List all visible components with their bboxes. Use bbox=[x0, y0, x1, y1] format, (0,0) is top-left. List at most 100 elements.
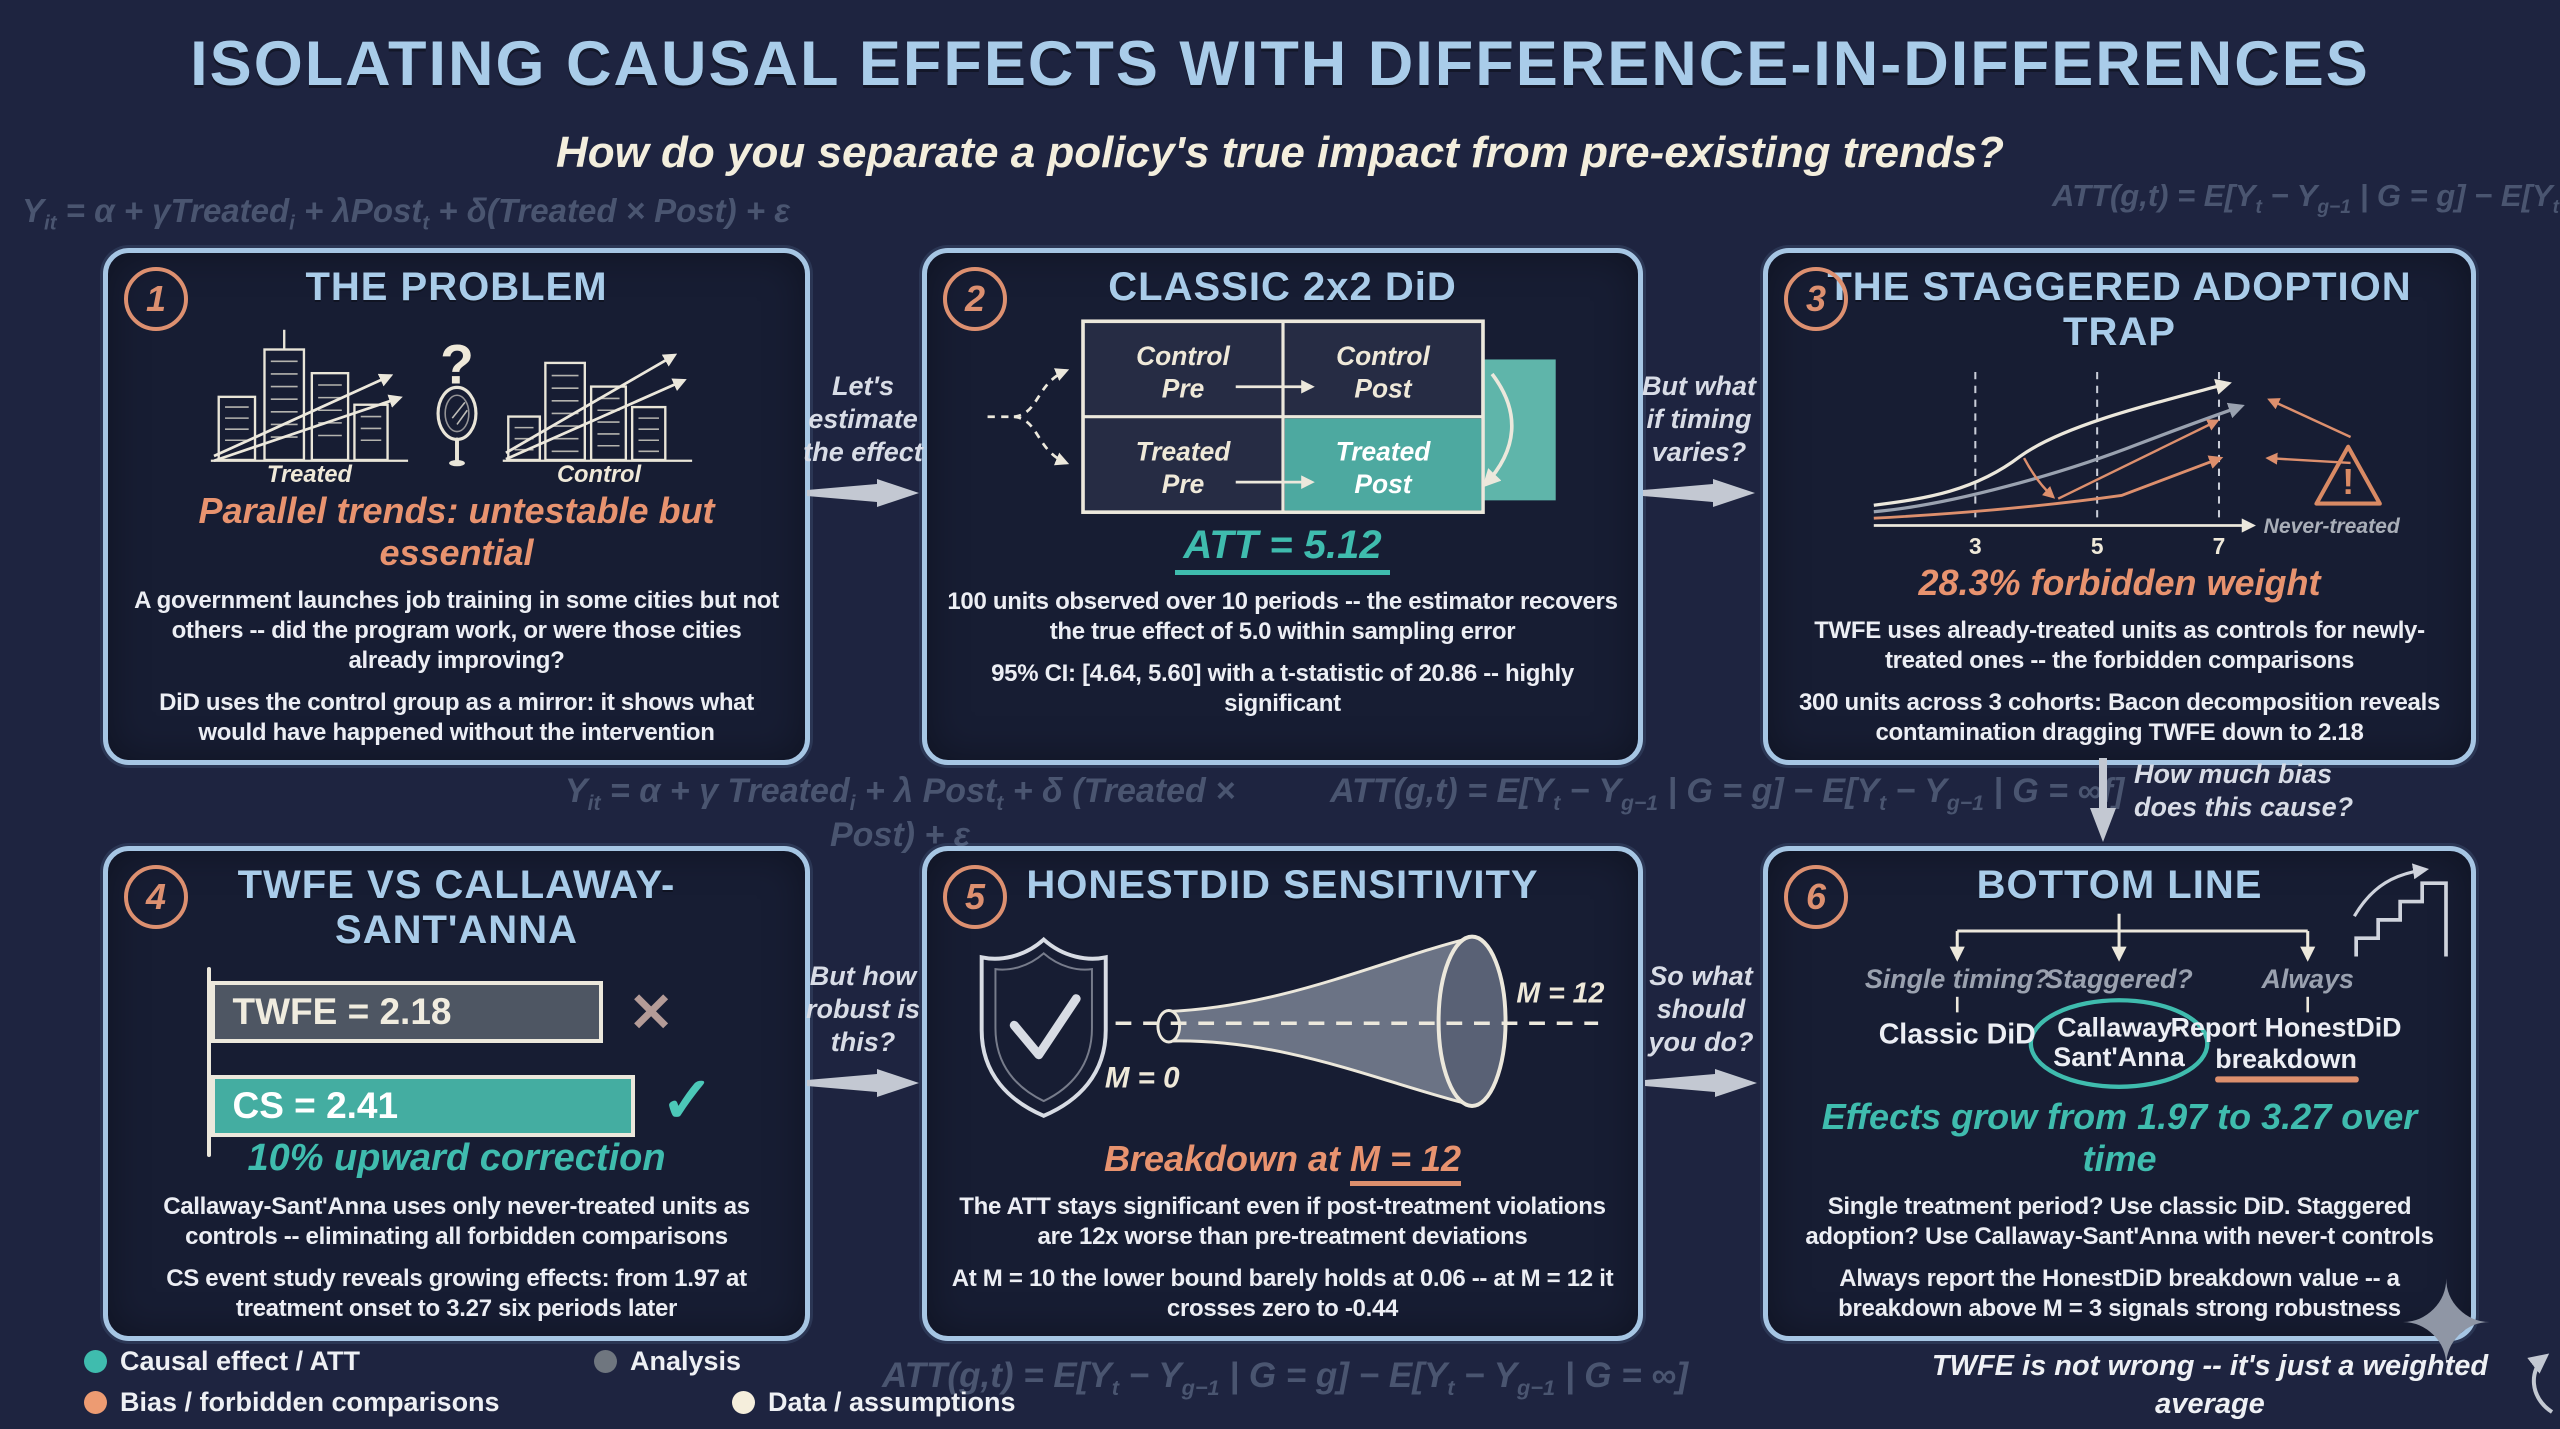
cs-bar: CS = 2.41 bbox=[210, 1075, 635, 1137]
x-mark-icon: ✕ bbox=[628, 983, 674, 1043]
connector-label: Let's estimate the effect bbox=[803, 371, 923, 467]
city-skyline-treated-icon bbox=[210, 329, 408, 462]
cs-ellipse-highlight bbox=[2028, 998, 2210, 1089]
legend-label: Analysis bbox=[630, 1346, 742, 1376]
body-text: The ATT stays significant even if post-t… bbox=[959, 1192, 1606, 1250]
legend-row: Causal effect / ATT Analysis bbox=[84, 1346, 741, 1377]
panel-staggered-adoption-trap: 3 THE STAGGERED ADOPTION TRAP 3 5 7 Neve… bbox=[1763, 248, 2476, 765]
panel-twfe-vs-cs: 4 TWFE VS CALLAWAY-SANT'ANNA TWFE = 2.18… bbox=[103, 846, 810, 1341]
cohort-timing-gridlines bbox=[1974, 371, 2221, 519]
panel-number-badge: 2 bbox=[943, 267, 1007, 331]
causal-effect-dot-icon bbox=[84, 1350, 107, 1373]
footnote-line: TWFE is not wrong -- it's just a weighte… bbox=[1931, 1350, 2489, 1420]
cs-bar-label: CS = 2.41 bbox=[232, 1085, 399, 1126]
body-text: Callaway-Sant'Anna uses only never-treat… bbox=[163, 1193, 750, 1250]
cities-comparison-illustration: ? Treated bbox=[210, 329, 692, 486]
panel-highlight: Breakdown at M = 12 bbox=[1104, 1137, 1462, 1186]
legend-item: Bias / forbidden comparisons bbox=[84, 1387, 732, 1418]
legend-row: Bias / forbidden comparisons Data / assu… bbox=[84, 1387, 1016, 1418]
tree-question: Always bbox=[2261, 964, 2354, 994]
mirror-icon bbox=[435, 385, 478, 467]
tree-question: Staggered? bbox=[2045, 964, 2193, 994]
twfe-bar-label: TWFE = 2.18 bbox=[232, 991, 452, 1032]
panel-highlight: Effects grow from 1.97 to 3.27 over time bbox=[1821, 1096, 2418, 1179]
page-title: ISOLATING CAUSAL EFFECTS WITH DIFFERENCE… bbox=[190, 29, 2370, 99]
connector-label: So what should you do? bbox=[1648, 961, 1754, 1057]
shield-check-icon bbox=[979, 936, 1108, 1118]
panel-heading: BOTTOM LINE bbox=[1976, 863, 2263, 907]
formula-twfe-top: Yit = α + γTreatedi + λPostt + δ(Treated… bbox=[22, 192, 790, 235]
panel-number-badge: 5 bbox=[943, 865, 1007, 929]
body-text: 100 units observed over 10 periods -- th… bbox=[947, 587, 1618, 645]
table-cell-label: Control Post bbox=[1336, 341, 1430, 404]
axis-tick: 5 bbox=[2091, 533, 2104, 558]
panel-number-badge: 1 bbox=[124, 267, 188, 331]
forbidden-comparison-arrows bbox=[2022, 398, 2352, 500]
estimator-bar-chart: TWFE = 2.18 ✕ CS = 2.41 ✓ bbox=[147, 963, 767, 1157]
table-cell-label: Treated Pre bbox=[1135, 436, 1231, 499]
panel-heading: CLASSIC 2x2 DiD bbox=[1108, 265, 1457, 309]
rising-trend-arrows bbox=[504, 353, 687, 461]
treated-label: Treated bbox=[266, 462, 352, 486]
connector-honestdid-to-bottomline: So what should you do? bbox=[1638, 960, 1764, 1097]
panel-honestdid-sensitivity: 5 HONESTDID SENSITIVITY M = 0 M = 12 Bre bbox=[922, 846, 1643, 1341]
dashed-bracket bbox=[987, 368, 1069, 466]
formula-att-mid: ATT(g,t) = E[Yt − Yg−1 | G = g] − E[Yt −… bbox=[1330, 772, 2125, 815]
formula-att-bottom: ATT(g,t) = E[Yt − Yg−1 | G = g] − E[Yt −… bbox=[882, 1356, 1688, 1400]
analysis-dot-icon bbox=[594, 1350, 617, 1373]
panel-classic-2x2-did: 2 CLASSIC 2x2 DiD Control Pre bbox=[922, 248, 1643, 765]
question-mark: ? bbox=[440, 333, 474, 395]
decision-tree: Single timing? Staggered? Always Classic… bbox=[1865, 913, 2402, 1089]
connector-classic-to-staggered: But what if timing varies? bbox=[1636, 370, 1762, 507]
table-cell-label: Treated Post bbox=[1335, 436, 1431, 499]
connector-problem-to-classic: Let's estimate the effect bbox=[800, 370, 926, 507]
connector-label: But what if timing varies? bbox=[1642, 371, 1756, 467]
early-cohort-line bbox=[1873, 378, 2232, 507]
panel-heading: THE PROBLEM bbox=[305, 265, 608, 309]
right-arrow-icon bbox=[807, 1068, 919, 1097]
tree-answer: Sant'Anna bbox=[2053, 1042, 2186, 1072]
footnote: TWFE is not wrong -- it's just a weighte… bbox=[1890, 1348, 2530, 1429]
sparkle-icon: ✦ bbox=[2398, 1261, 2495, 1389]
bias-dot-icon bbox=[84, 1391, 107, 1414]
axis-tick: 7 bbox=[2213, 533, 2226, 558]
staggered-cohort-chart: 3 5 7 Never-treated ! bbox=[1873, 371, 2401, 558]
down-arrow-icon bbox=[2090, 758, 2116, 842]
tree-answer: Report HonestDiD bbox=[2171, 1013, 2402, 1043]
legend-label: Data / assumptions bbox=[768, 1387, 1016, 1417]
forbidden-cohort-line bbox=[1873, 455, 2224, 520]
treated-post-cell bbox=[1284, 418, 1481, 511]
body-text: A government launches job training in so… bbox=[134, 587, 779, 674]
connector-staggered-to-bottomline: How much bias does this cause? bbox=[2088, 758, 2428, 842]
body-text: At M = 10 the lower bound barely holds a… bbox=[951, 1264, 1614, 1322]
sensitivity-funnel-illustration: M = 0 M = 12 bbox=[979, 934, 1605, 1118]
panel-number-badge: 3 bbox=[1784, 267, 1848, 331]
warning-triangle-icon: ! bbox=[2314, 444, 2382, 506]
formula-att-top: ATT(g,t) = E[Yt − Yg−1 | G = g] − E[Yt −… bbox=[2052, 178, 2559, 219]
m-zero-label: M = 0 bbox=[1105, 1061, 1180, 1094]
legend-label: Causal effect / ATT bbox=[120, 1346, 361, 1376]
city-skyline-control-icon bbox=[502, 361, 692, 462]
body-text: Single treatment period? Use classic DiD… bbox=[1805, 1193, 2434, 1250]
right-arrow-icon bbox=[807, 478, 919, 507]
rising-trend-arrows bbox=[212, 373, 403, 463]
curved-arrow-icon bbox=[2527, 1353, 2554, 1414]
tree-branches bbox=[1949, 913, 2316, 1013]
legend-item: Causal effect / ATT bbox=[84, 1346, 594, 1377]
bar-axis bbox=[206, 967, 211, 1157]
funnel-icon bbox=[1115, 934, 1599, 1108]
footnote-line: with bad weights under staggered timing! bbox=[1890, 1423, 2530, 1429]
warning-exclamation: ! bbox=[2342, 462, 2354, 502]
control-label: Control bbox=[556, 462, 641, 486]
body-text: Always report the HonestDiD breakdown va… bbox=[1838, 1265, 2401, 1322]
late-cohort-line bbox=[1873, 402, 2245, 514]
connector-twfecs-to-honestdid: But how robust is this? bbox=[800, 960, 926, 1097]
stairs-growth-icon bbox=[2352, 863, 2448, 957]
legend-item: Analysis bbox=[594, 1346, 741, 1377]
tree-answer: breakdown bbox=[2215, 1044, 2357, 1074]
panel-bottom-line: 6 BOTTOM LINE bbox=[1763, 846, 2476, 1341]
right-arrow-icon bbox=[1643, 478, 1755, 507]
panel-heading: TWFE VS CALLAWAY-SANT'ANNA bbox=[237, 863, 676, 952]
panel-highlight: 28.3% forbidden weight bbox=[1918, 562, 2321, 603]
